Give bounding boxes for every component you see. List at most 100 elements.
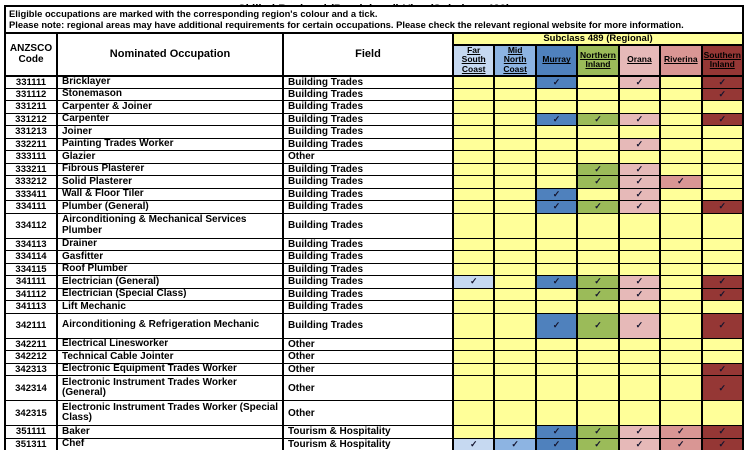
- anzsco-code: 334113: [4, 237, 58, 252]
- not-eligible-far-south-coast: [451, 162, 496, 177]
- not-eligible-far-south-coast: [451, 375, 496, 402]
- occupation-row-351311: 351311 Chef Tourism & Hospitality ✓ ✓ ✓ ✓ ✓ ✓ ✓: [4, 437, 745, 450]
- anzsco-code: 341111: [4, 275, 58, 289]
- not-eligible-far-south-coast: [451, 237, 496, 252]
- nominated-occupation: Technical Cable Jointer: [56, 350, 284, 364]
- nominated-occupation: Solid Plasterer: [56, 175, 284, 189]
- anzsco-code: 342314: [4, 375, 58, 402]
- not-eligible-mid-north-coast: [493, 300, 537, 314]
- field: Building Trades: [282, 200, 454, 214]
- not-eligible-riverina: [659, 262, 703, 277]
- occupation-row-342211: 342211 Electrical Linesworker Other: [4, 337, 745, 352]
- field: Building Trades: [282, 75, 454, 89]
- field: Building Trades: [282, 212, 454, 239]
- eligible-tick-northern-inland: ✓: [576, 175, 620, 189]
- anzsco-code: 342313: [4, 362, 58, 377]
- not-eligible-southern-inland: [700, 337, 745, 352]
- field: Building Trades: [282, 287, 454, 302]
- not-eligible-northern-inland: [576, 250, 620, 264]
- field: Building Trades: [282, 125, 454, 139]
- eligible-tick-riverina: ✓: [659, 425, 703, 439]
- field: Building Trades: [282, 300, 454, 314]
- nominated-occupation: Plumber (General): [56, 200, 284, 214]
- eligible-tick-riverina: ✓: [659, 175, 703, 189]
- not-eligible-southern-inland: [700, 300, 745, 314]
- not-eligible-northern-inland: [576, 150, 620, 164]
- not-eligible-riverina: [659, 237, 703, 252]
- eligible-tick-orana: ✓: [617, 437, 662, 450]
- region-header-far-south-coast[interactable]: Far South Coast: [451, 43, 496, 77]
- occupation-row-341111: 341111 Electrician (General) Building Trad…: [4, 275, 745, 289]
- not-eligible-far-south-coast: [451, 300, 496, 314]
- not-eligible-murray: [534, 262, 579, 277]
- field: Building Trades: [282, 250, 454, 264]
- not-eligible-far-south-coast: [451, 175, 496, 189]
- not-eligible-far-south-coast: [451, 75, 496, 89]
- region-header-northern-inland[interactable]: Northern Inland: [576, 43, 620, 77]
- field: Building Trades: [282, 87, 454, 102]
- not-eligible-mid-north-coast: [493, 150, 537, 164]
- not-eligible-murray: [534, 150, 579, 164]
- not-eligible-northern-inland: [576, 237, 620, 252]
- anzsco-code: 342315: [4, 400, 58, 427]
- field: Building Trades: [282, 100, 454, 114]
- field: Other: [282, 362, 454, 377]
- not-eligible-southern-inland: [700, 250, 745, 264]
- not-eligible-riverina: [659, 362, 703, 377]
- not-eligible-riverina: [659, 200, 703, 214]
- not-eligible-mid-north-coast: [493, 112, 537, 127]
- nominated-occupation: Stonemason: [56, 87, 284, 102]
- nominated-occupation: Roof Plumber: [56, 262, 284, 277]
- occupation-row-333212: 333212 Solid Plasterer Building Trades ✓ ✓ ✓: [4, 175, 745, 189]
- not-eligible-far-south-coast: [451, 287, 496, 302]
- region-header-label: Murray: [542, 54, 571, 65]
- occupation-row-342111: 342111 Airconditioning & Refrigeration Me…: [4, 312, 745, 339]
- not-eligible-far-south-coast: [451, 312, 496, 339]
- anzsco-code: 331212: [4, 112, 58, 127]
- not-eligible-mid-north-coast: [493, 262, 537, 277]
- eligible-tick-orana: ✓: [617, 425, 662, 439]
- occupation-row-334111: 334111 Plumber (General) Building Trades ✓ ✓…: [4, 200, 745, 214]
- occupation-row-341113: 341113 Lift Mechanic Building Trades: [4, 300, 745, 314]
- not-eligible-southern-inland: [700, 262, 745, 277]
- eligible-tick-northern-inland: ✓: [576, 312, 620, 339]
- not-eligible-riverina: [659, 150, 703, 164]
- not-eligible-northern-inland: [576, 350, 620, 364]
- not-eligible-far-south-coast: [451, 362, 496, 377]
- region-header-riverina[interactable]: Riverina: [659, 43, 703, 77]
- not-eligible-northern-inland: [576, 375, 620, 402]
- column-header-anzsco-code: ANZSCO Code: [4, 32, 58, 77]
- nominated-occupation: Electrician (General): [56, 275, 284, 289]
- eligible-tick-northern-inland: ✓: [576, 275, 620, 289]
- header-row-group: ANZSCO Code Nominated Occupation Field S…: [4, 32, 744, 77]
- region-header-mid-north-coast[interactable]: Mid North Coast: [493, 43, 537, 77]
- not-eligible-riverina: [659, 162, 703, 177]
- not-eligible-northern-inland: [576, 187, 620, 202]
- eligible-tick-mid-north-coast: ✓: [493, 437, 537, 450]
- anzsco-code: 334115: [4, 262, 58, 277]
- anzsco-code: 333411: [4, 187, 58, 202]
- eligible-tick-southern-inland: ✓: [700, 287, 745, 302]
- occupation-table: ANZSCO Code Nominated Occupation Field S…: [4, 32, 745, 450]
- not-eligible-northern-inland: [576, 337, 620, 352]
- region-header-label: Far South Coast: [461, 44, 486, 74]
- not-eligible-riverina: [659, 375, 703, 402]
- field: Building Trades: [282, 275, 454, 289]
- not-eligible-far-south-coast: [451, 262, 496, 277]
- field: Building Trades: [282, 112, 454, 127]
- nominated-occupation: Painting Trades Worker: [56, 137, 284, 152]
- eligible-tick-orana: ✓: [617, 112, 662, 127]
- occupation-row-333211: 333211 Fibrous Plasterer Building Trades ✓ ✓: [4, 162, 745, 177]
- not-eligible-murray: [534, 350, 579, 364]
- anzsco-code: 331111: [4, 75, 58, 89]
- region-header-murray[interactable]: Murray: [534, 43, 579, 77]
- region-header-southern-inland[interactable]: Southern Inland: [700, 43, 745, 77]
- region-header-orana[interactable]: Orana: [617, 43, 662, 77]
- eligible-tick-orana: ✓: [617, 187, 662, 202]
- field: Other: [282, 375, 454, 402]
- eligible-tick-northern-inland: ✓: [576, 287, 620, 302]
- eligible-tick-murray: ✓: [534, 275, 579, 289]
- not-eligible-murray: [534, 212, 579, 239]
- not-eligible-far-south-coast: [451, 212, 496, 239]
